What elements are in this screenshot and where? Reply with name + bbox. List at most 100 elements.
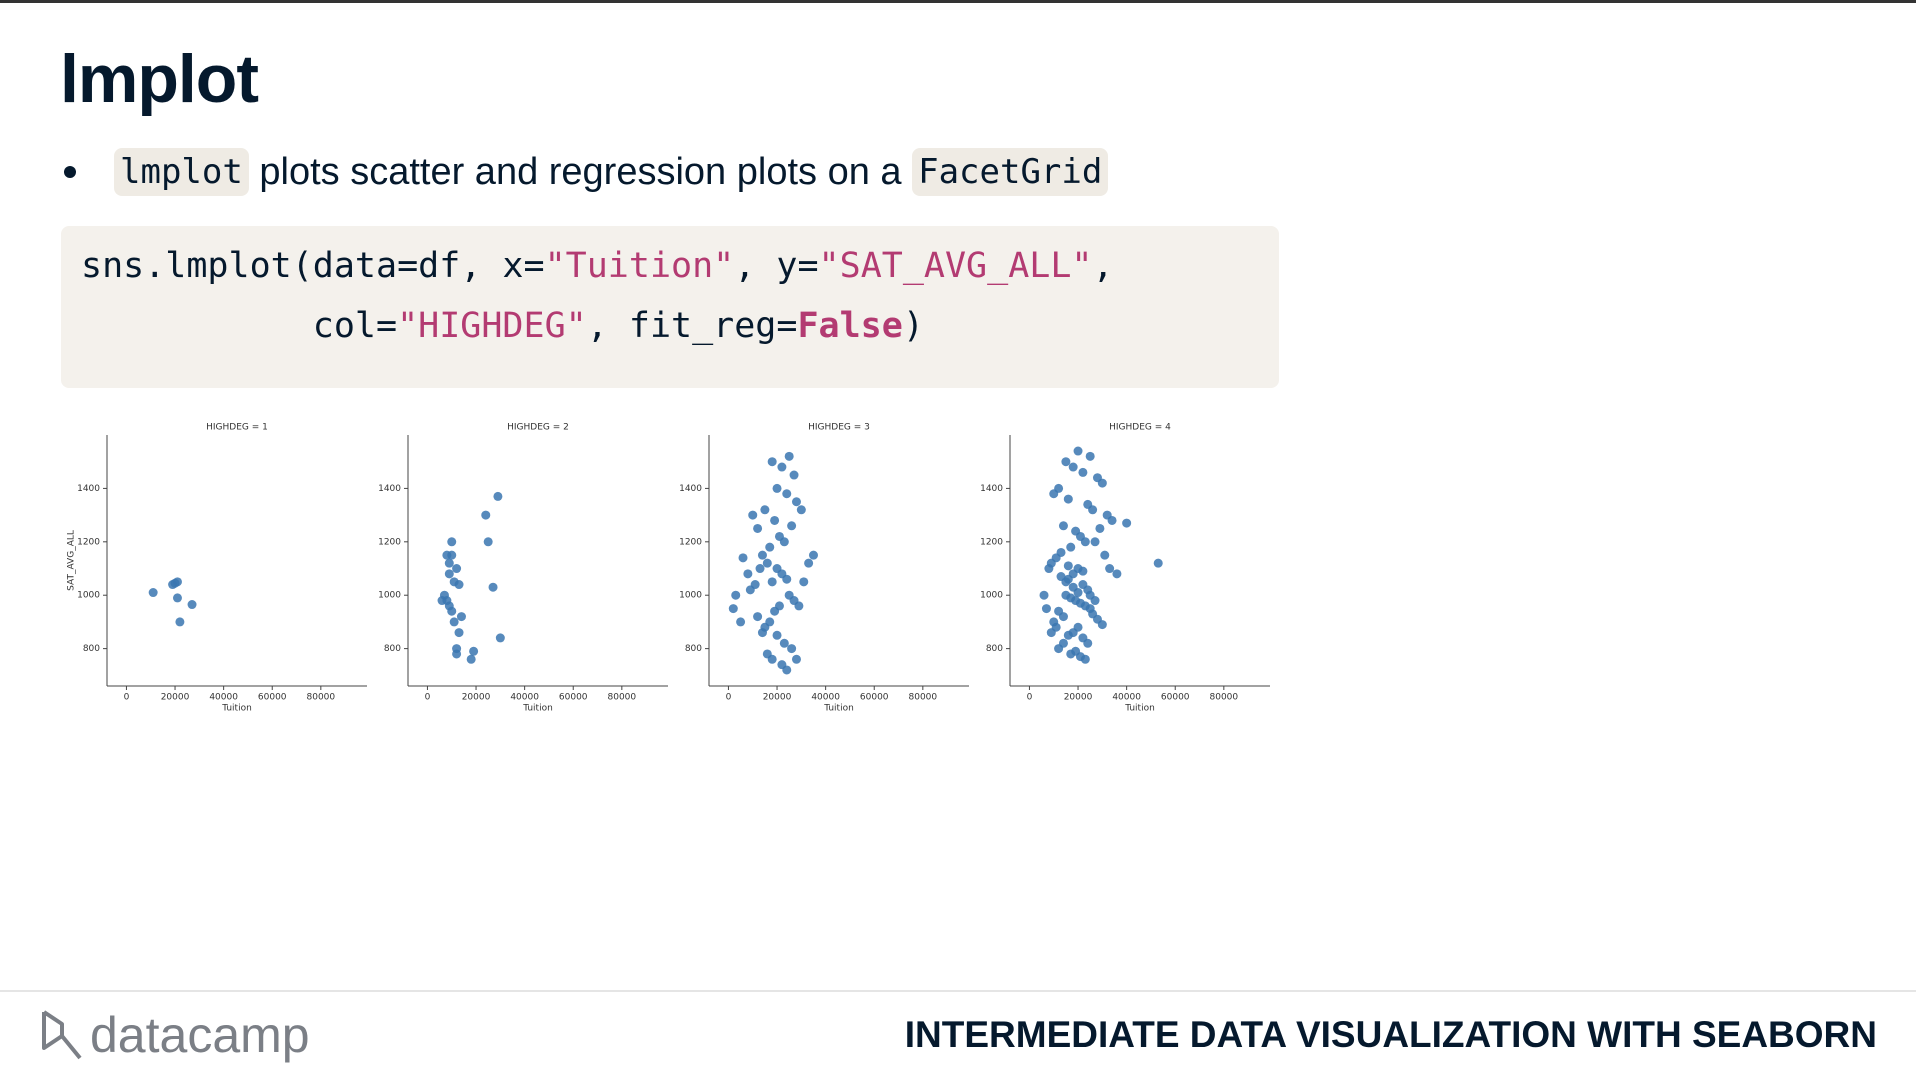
bullet: lmplot plots scatter and regression plot…	[60, 148, 1109, 196]
point	[1068, 462, 1078, 472]
x-axis-label: Tuition	[823, 704, 854, 714]
point	[757, 628, 767, 638]
point	[760, 505, 770, 515]
point	[1122, 518, 1132, 528]
point	[1073, 446, 1083, 456]
point	[493, 491, 503, 501]
point	[1063, 494, 1073, 504]
y-tick-label: 1400	[980, 484, 1003, 494]
x-tick-label: 80000	[307, 693, 336, 703]
point	[748, 510, 758, 520]
course-title: INTERMEDIATE DATA VISUALIZATION WITH SEA…	[904, 1014, 1877, 1055]
point	[1058, 521, 1068, 531]
y-tick-label: 1000	[679, 591, 702, 601]
point	[1063, 630, 1073, 640]
point	[1054, 644, 1064, 654]
logo: datacamp	[40, 1005, 310, 1065]
point	[1090, 537, 1100, 547]
point	[767, 654, 777, 664]
point	[1066, 649, 1076, 659]
logo-icon	[42, 1010, 82, 1060]
point	[447, 537, 457, 547]
code-token: sns.lmplot(data=df, x=	[81, 246, 545, 286]
facet-title: HIGHDEG = 3	[808, 423, 870, 433]
point	[777, 462, 787, 472]
x-tick-label: 20000	[1064, 693, 1093, 703]
point	[1085, 451, 1095, 461]
logo-text: datacamp	[90, 1007, 310, 1063]
y-tick-label: 1200	[679, 537, 702, 547]
point	[454, 580, 464, 590]
code-token: ,	[1092, 246, 1114, 286]
y-tick-label: 1200	[378, 537, 401, 547]
point	[466, 654, 476, 664]
point	[770, 606, 780, 616]
point	[808, 550, 818, 560]
point	[1105, 564, 1115, 574]
code-token: , fit_reg=	[586, 306, 798, 346]
point	[172, 593, 182, 603]
x-axis-label: Tuition	[522, 704, 553, 714]
point	[1061, 457, 1071, 467]
point	[1039, 590, 1049, 600]
point	[804, 558, 814, 568]
point	[782, 665, 792, 675]
slide-title: lmplot	[60, 41, 259, 117]
point	[495, 633, 505, 643]
y-tick-label: 800	[83, 644, 100, 654]
facet-title: HIGHDEG = 2	[507, 423, 569, 433]
point	[1095, 523, 1105, 533]
point	[762, 558, 772, 568]
x-tick-label: 80000	[1210, 693, 1239, 703]
point	[738, 553, 748, 563]
point	[481, 510, 491, 520]
point	[170, 578, 180, 588]
y-tick-label: 1400	[378, 484, 401, 494]
x-tick-label: 20000	[161, 693, 190, 703]
point	[753, 612, 763, 622]
bullet-dot	[64, 166, 76, 178]
x-tick-label: 60000	[1161, 693, 1190, 703]
footer-line	[0, 990, 1916, 992]
point	[1058, 612, 1068, 622]
code-token: )	[902, 306, 924, 346]
point	[1049, 489, 1059, 499]
point	[736, 617, 746, 627]
point	[1090, 596, 1100, 606]
y-tick-label: 800	[986, 644, 1003, 654]
point	[1041, 604, 1051, 614]
point	[782, 574, 792, 584]
point	[796, 505, 806, 515]
x-tick-label: 0	[1027, 693, 1033, 703]
x-tick-label: 60000	[860, 693, 889, 703]
x-tick-label: 40000	[209, 693, 238, 703]
point	[743, 569, 753, 579]
point	[757, 550, 767, 560]
point	[1107, 515, 1117, 525]
point	[789, 470, 799, 480]
point	[488, 582, 498, 592]
facet-title: HIGHDEG = 4	[1109, 423, 1171, 433]
point	[452, 564, 462, 574]
point	[1080, 537, 1090, 547]
y-axis-label: SAT_AVG_ALL	[67, 530, 77, 591]
code-token: col=	[81, 306, 398, 346]
point	[1097, 478, 1107, 488]
point	[772, 630, 782, 640]
point	[1066, 542, 1076, 552]
point	[791, 497, 801, 507]
point	[452, 649, 462, 659]
point	[779, 537, 789, 547]
point	[755, 564, 765, 574]
point	[1153, 558, 1163, 568]
code-token: "SAT_AVG_ALL"	[818, 246, 1093, 286]
point	[1078, 467, 1088, 477]
code-token: "Tuition"	[544, 246, 735, 286]
point	[1100, 550, 1110, 560]
point	[1051, 622, 1061, 632]
y-tick-label: 1400	[77, 484, 100, 494]
x-tick-label: 20000	[462, 693, 491, 703]
code-token: False	[797, 306, 903, 346]
point	[447, 550, 457, 560]
x-tick-label: 60000	[258, 693, 287, 703]
